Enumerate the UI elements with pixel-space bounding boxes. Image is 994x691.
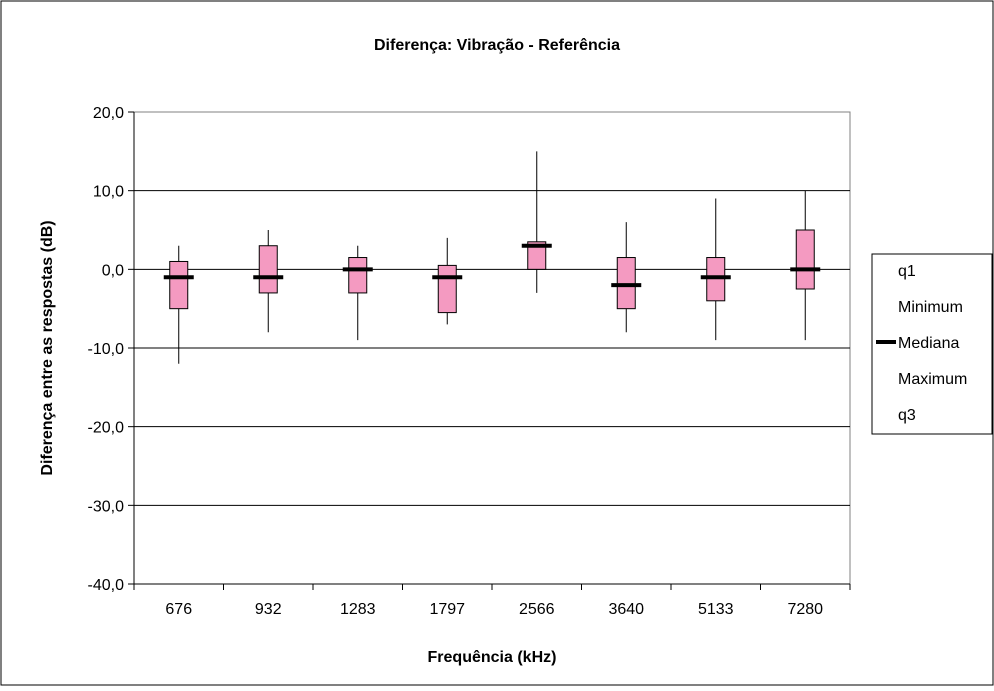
legend-entry: Maximum: [898, 371, 967, 388]
x-tick-label: 1283: [340, 601, 376, 618]
x-tick-labels: 676 932 1283 1797 2566 3640 5133 7280: [133, 584, 851, 618]
x-tick-label: 676: [165, 601, 192, 618]
boxes-layer: [163, 151, 821, 364]
box: [527, 241, 547, 270]
x-axis-label: Frequência (kHz): [428, 649, 557, 666]
y-tick-label: 0,0: [102, 262, 124, 279]
y-tick-label: 10,0: [93, 184, 124, 201]
y-tick-label: -10,0: [88, 341, 125, 358]
box: [169, 260, 189, 310]
y-tick-label: -20,0: [88, 420, 125, 437]
y-axis-label: Diferença entre as respostas (dB): [39, 220, 56, 475]
box: [348, 257, 368, 294]
x-tick-label: 5133: [698, 601, 734, 618]
legend-entry: Minimum: [898, 299, 963, 316]
y-tick-labels: 20,0 10,0 0,0 -10,0 -20,0 -30,0 -40,0: [88, 105, 134, 594]
legend: q1 Minimum Mediana Maximum q3: [871, 253, 993, 435]
legend-entry: q1: [898, 263, 916, 280]
box: [795, 229, 815, 290]
x-tick-label: 7280: [787, 601, 823, 618]
x-tick-label: 1797: [429, 601, 465, 618]
legend-entry: q3: [898, 407, 916, 424]
x-tick-label: 932: [255, 601, 282, 618]
box: [437, 264, 457, 314]
box: [258, 245, 278, 294]
y-tick-label: 20,0: [93, 105, 124, 122]
chart-title: Diferença: Vibração - Referência: [374, 37, 620, 54]
y-tick-label: -40,0: [88, 577, 125, 594]
x-tick-label: 3640: [608, 601, 644, 618]
legend-entry: Mediana: [898, 335, 959, 352]
y-tick-label: -30,0: [88, 498, 125, 515]
x-tick-label: 2566: [519, 601, 555, 618]
